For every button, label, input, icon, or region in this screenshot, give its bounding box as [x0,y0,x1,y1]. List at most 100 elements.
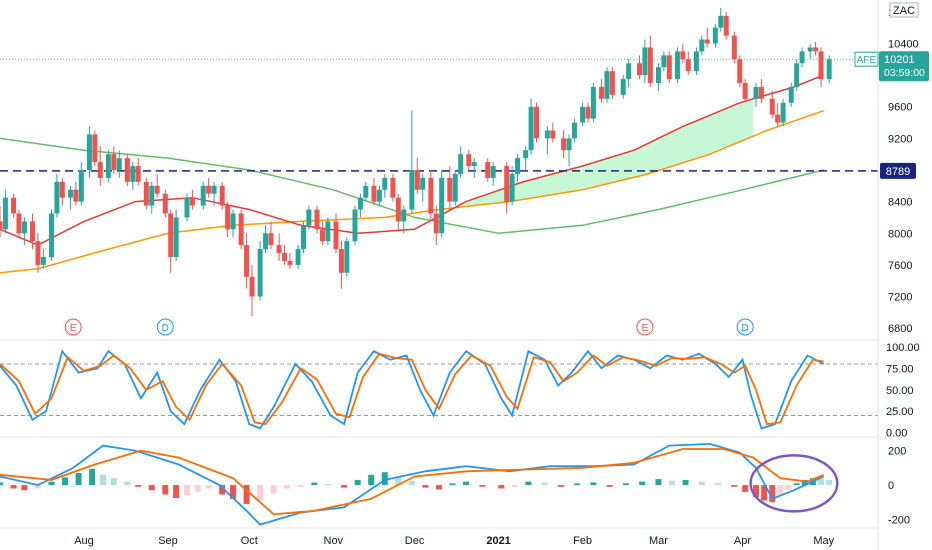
ma-long-line[interactable] [0,137,824,235]
candle[interactable] [731,31,737,64]
candle[interactable] [319,221,325,246]
candle[interactable] [534,102,540,143]
candle[interactable] [111,146,117,174]
candle[interactable] [184,193,190,222]
annotation-ellipse[interactable] [749,454,839,513]
candle[interactable] [799,47,805,68]
event-marker[interactable]: D [156,318,174,336]
candle[interactable] [225,201,231,238]
candle[interactable] [200,181,206,210]
candle[interactable] [211,181,217,206]
stoch-k-line[interactable] [0,349,825,430]
candle[interactable] [485,158,491,182]
candle[interactable] [620,75,626,99]
candle[interactable] [604,67,610,103]
candle[interactable] [268,221,274,250]
event-marker[interactable]: E [64,318,82,336]
candle[interactable] [59,177,65,206]
candle[interactable] [135,158,141,186]
candle[interactable] [54,173,60,218]
candle[interactable] [16,209,22,238]
candle[interactable] [704,27,710,48]
candle[interactable] [447,166,453,210]
candle[interactable] [585,102,591,123]
candle[interactable] [693,47,699,76]
candle[interactable] [105,150,111,182]
symbol-badge[interactable]: ZAC [893,5,915,17]
candle[interactable] [124,154,130,186]
candle[interactable] [154,173,160,198]
stochastic-pane[interactable] [0,349,878,430]
candle[interactable] [287,253,293,269]
candle[interactable] [0,205,3,238]
candle[interactable] [73,181,79,206]
candle[interactable] [333,213,339,254]
candle[interactable] [826,55,832,84]
candle[interactable] [561,130,567,159]
candle[interactable] [67,185,73,210]
candle[interactable] [504,162,510,214]
candle[interactable] [458,146,464,178]
candle[interactable] [590,83,596,123]
candle[interactable] [666,51,672,84]
candle[interactable] [580,102,586,127]
candle[interactable] [338,241,344,289]
candle[interactable] [655,63,661,91]
candle[interactable] [86,126,92,178]
candle[interactable] [661,51,667,72]
candle[interactable] [116,150,122,178]
candle[interactable] [230,209,236,238]
candle[interactable] [352,205,358,246]
candle[interactable] [238,209,244,250]
candle[interactable] [48,209,54,261]
candle[interactable] [219,181,225,210]
candle[interactable] [78,162,84,206]
candle[interactable] [92,130,98,167]
candle[interactable] [40,249,46,269]
event-marker[interactable]: D [736,318,754,336]
candle[interactable] [680,43,686,64]
candle[interactable] [189,189,195,210]
candle[interactable] [35,233,41,273]
candle[interactable] [466,150,472,170]
stoch-d-line[interactable] [0,352,824,426]
candle[interactable] [758,79,764,103]
candle[interactable] [428,170,434,222]
candle[interactable] [295,245,301,269]
candle[interactable] [813,41,819,56]
candle[interactable] [282,245,288,265]
candle[interactable] [21,217,27,246]
candle[interactable] [471,158,477,178]
candle[interactable] [376,185,382,206]
candle[interactable] [244,233,250,289]
candle[interactable] [314,205,320,234]
candle[interactable] [206,177,212,198]
candle[interactable] [249,264,255,317]
candle[interactable] [276,233,282,261]
candle[interactable] [699,35,705,56]
candle[interactable] [490,162,496,186]
event-marker[interactable]: E [636,318,654,336]
candle[interactable] [544,126,550,155]
candle[interactable] [420,173,426,202]
candle[interactable] [395,193,401,230]
candle[interactable] [401,205,407,234]
candle[interactable] [97,146,103,186]
candle[interactable] [2,189,8,234]
candle[interactable] [306,205,312,230]
macd-line[interactable] [0,442,825,526]
candle[interactable] [609,67,615,99]
candle[interactable] [737,55,743,87]
candle[interactable] [149,181,155,214]
candle[interactable] [647,35,653,87]
ma-short-line[interactable] [0,74,824,246]
candle[interactable] [173,209,179,261]
candle[interactable] [363,181,369,202]
candle[interactable] [818,47,824,87]
candle[interactable] [523,146,529,170]
candle[interactable] [409,110,415,214]
candle[interactable] [162,189,168,218]
candle[interactable] [30,213,36,250]
